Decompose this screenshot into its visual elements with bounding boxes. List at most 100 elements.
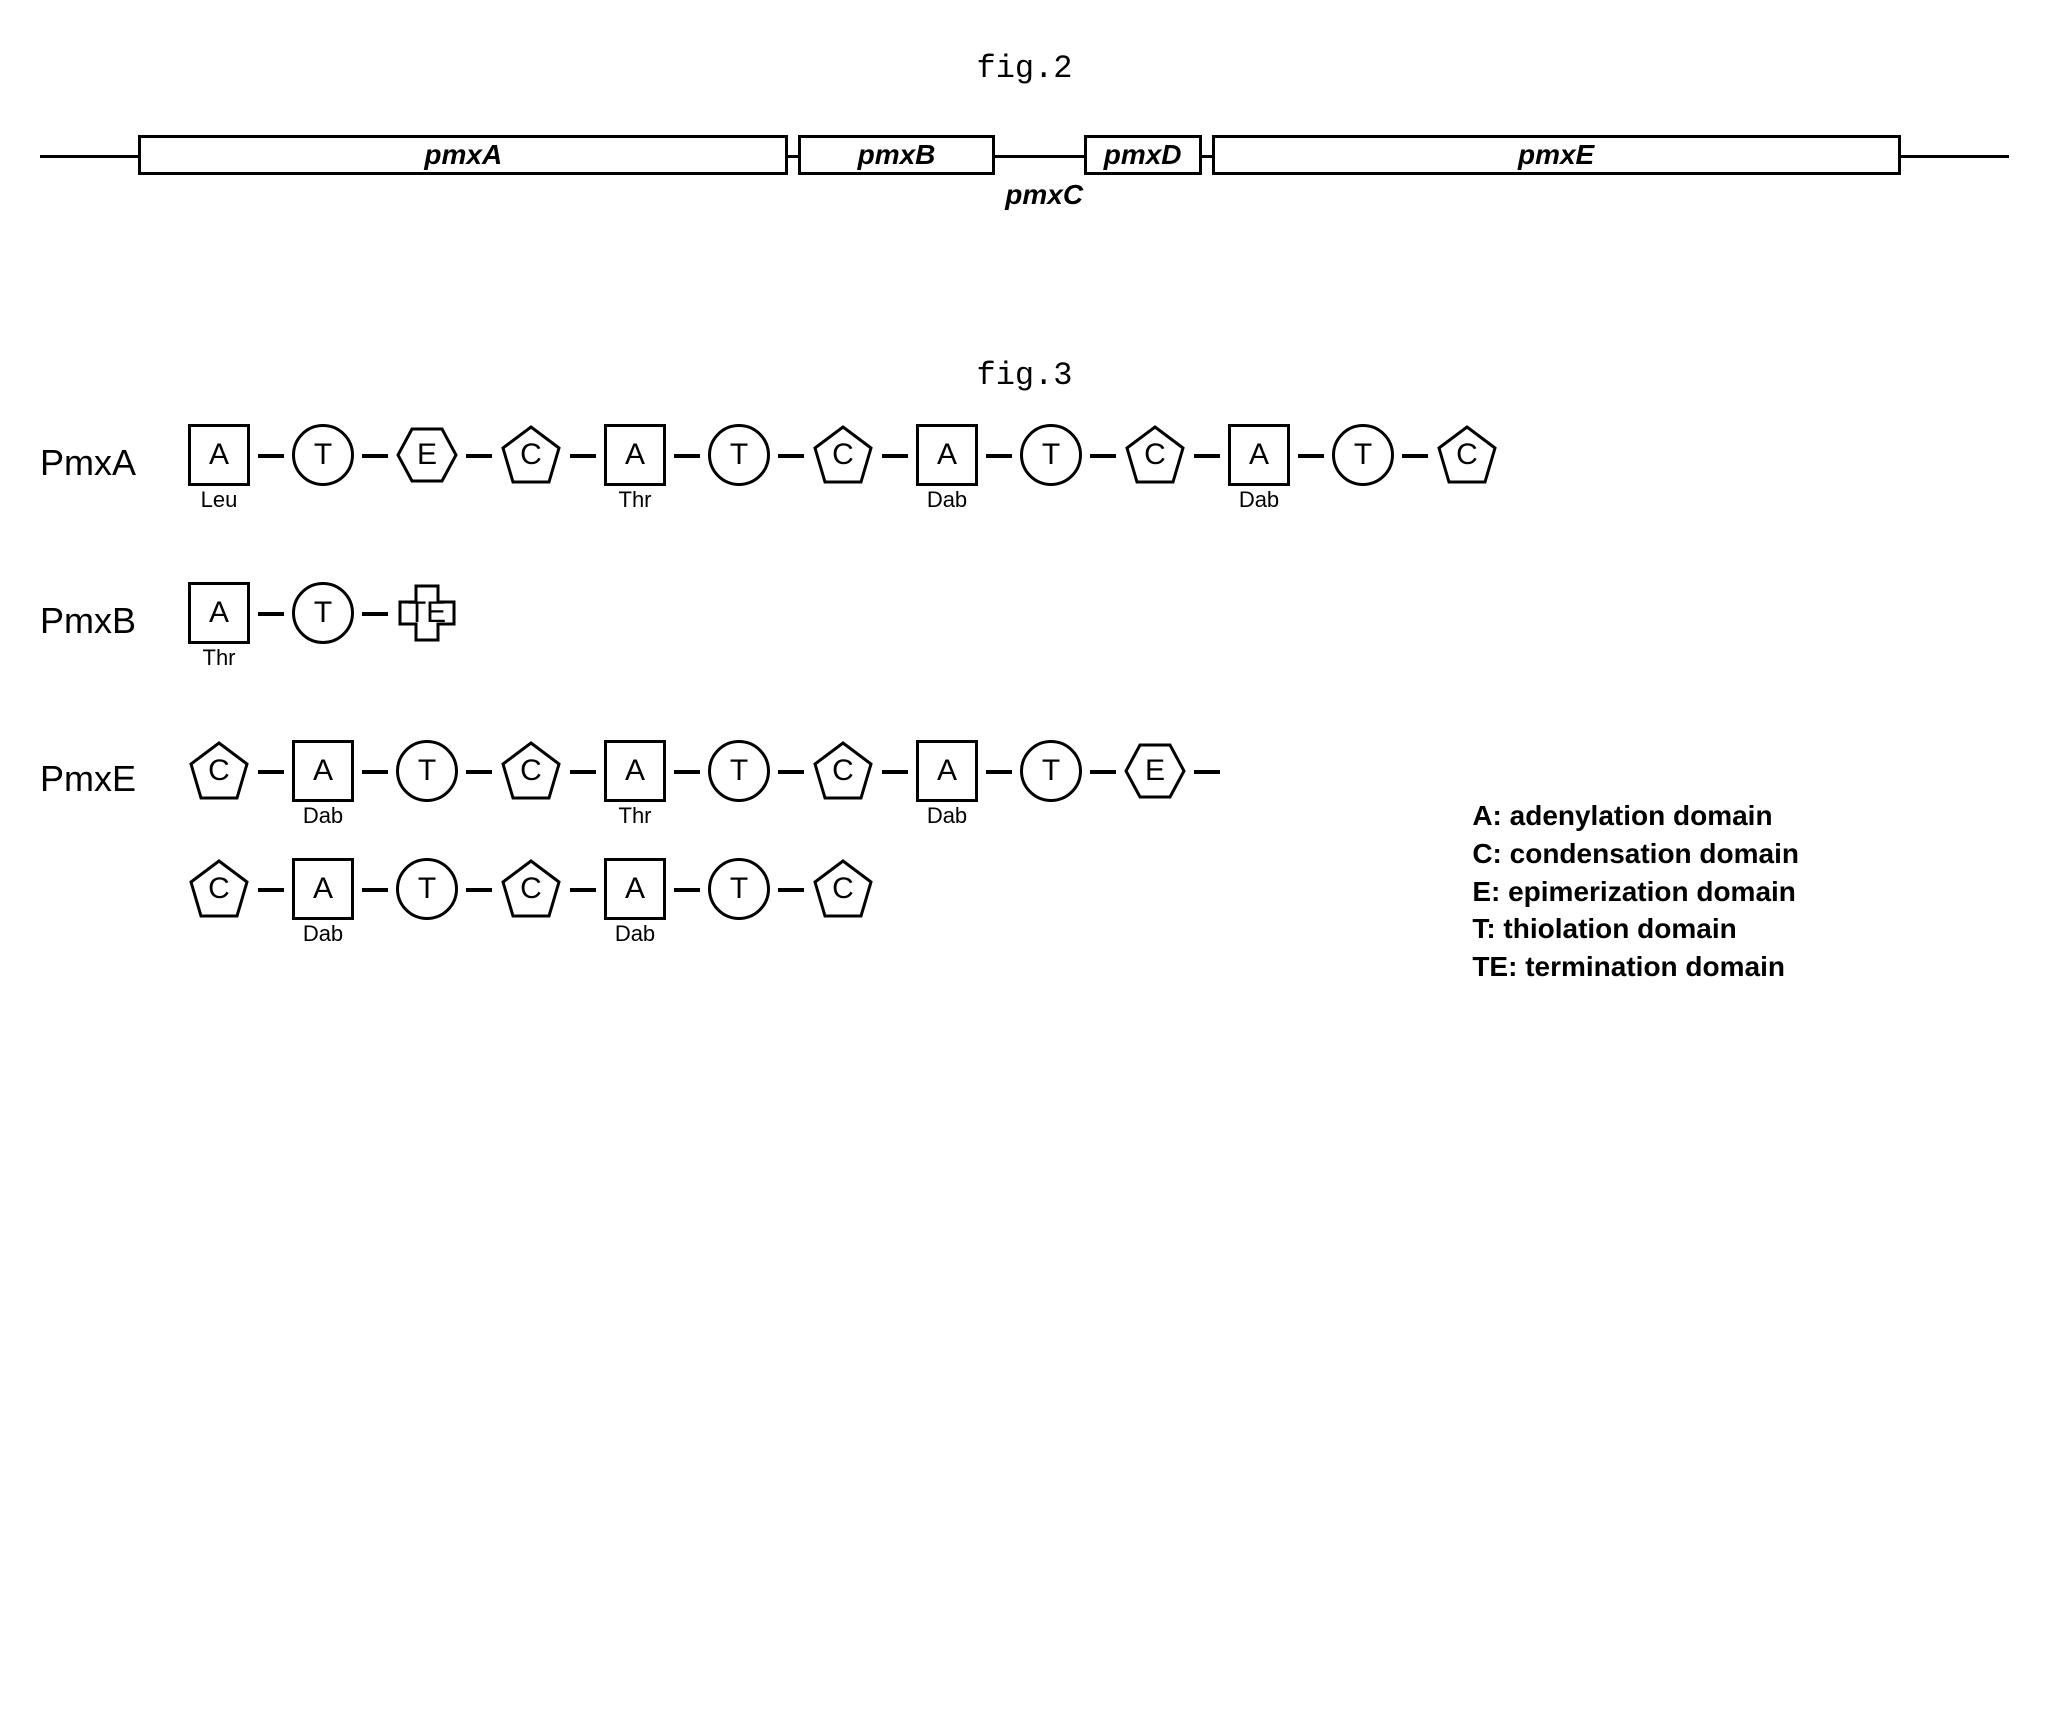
connector — [466, 770, 492, 774]
domain-E: E — [1116, 740, 1194, 828]
connector — [570, 770, 596, 774]
connector — [674, 770, 700, 774]
domain-letter: T — [314, 438, 332, 472]
domain-shape-pentagon: C — [188, 740, 250, 802]
domain-C: C — [180, 858, 258, 946]
domain-letter: T — [1042, 754, 1060, 788]
connector — [258, 888, 284, 892]
domain-sublabel — [840, 922, 846, 946]
domain-A: AThr — [596, 740, 674, 828]
chain-row-PmxA: PmxAALeuT E C AThrT C ADabT C ADabT C — [40, 424, 2009, 512]
domain-sublabel — [216, 922, 222, 946]
connector — [466, 454, 492, 458]
domain-A: ADab — [596, 858, 674, 946]
gene-box-pmxE: pmxE — [1212, 135, 1901, 175]
domain-sublabel: Dab — [927, 804, 967, 828]
domain-shape-square: A — [292, 858, 354, 920]
connector — [882, 770, 908, 774]
domain-sublabel — [424, 922, 430, 946]
domain-letter: A — [1249, 438, 1269, 472]
domain-sublabel — [424, 488, 430, 512]
fig2-title: fig.2 — [40, 50, 2009, 87]
domain-letter: C — [520, 754, 542, 788]
domain-sublabel — [424, 804, 430, 828]
domain-shape-pentagon: C — [500, 858, 562, 920]
connector — [466, 888, 492, 892]
row-label: PmxA — [40, 424, 180, 484]
connector — [778, 454, 804, 458]
domain-letter: C — [832, 754, 854, 788]
domain-sublabel: Thr — [203, 646, 236, 670]
chain-row-PmxB: PmxBAThrT TE — [40, 582, 2009, 670]
domain-T: T — [284, 582, 362, 670]
domain-C: C — [1116, 424, 1194, 512]
domain-sublabel — [736, 922, 742, 946]
domain-letter: C — [832, 438, 854, 472]
domain-letter: T — [418, 754, 436, 788]
domain-sublabel — [1464, 488, 1470, 512]
domain-letter: T — [730, 754, 748, 788]
domain-letter: A — [625, 754, 645, 788]
domain-C: C — [804, 858, 882, 946]
domain-shape-pentagon: C — [812, 424, 874, 486]
domain-A: ADab — [284, 740, 362, 828]
domain-sublabel — [1152, 804, 1158, 828]
connector — [674, 888, 700, 892]
domain-sublabel — [320, 488, 326, 512]
domain-sublabel — [528, 488, 534, 512]
gene-label: pmxB — [858, 139, 936, 171]
connector — [1090, 454, 1116, 458]
domain-shape-circle: T — [1020, 424, 1082, 486]
chain-line: ALeuT E C AThrT C ADabT C ADabT C — [180, 424, 1506, 512]
domain-shape-pentagon: C — [812, 858, 874, 920]
domain-letter: A — [625, 872, 645, 906]
connector — [362, 770, 388, 774]
domain-T: T — [284, 424, 362, 512]
connector — [362, 454, 388, 458]
connector — [258, 612, 284, 616]
chain-line: AThrT TE — [180, 582, 466, 670]
connector — [778, 770, 804, 774]
domain-C: C — [492, 740, 570, 828]
domain-letter: A — [625, 438, 645, 472]
domain-A: AThr — [596, 424, 674, 512]
domain-sublabel — [216, 804, 222, 828]
legend-item-C: C: condensation domain — [1472, 835, 1799, 873]
legend-item-A: A: adenylation domain — [1472, 797, 1799, 835]
domain-sublabel — [1048, 488, 1054, 512]
domain-shape-square: A — [604, 858, 666, 920]
row-label: PmxB — [40, 582, 180, 642]
domain-shape-square: A — [604, 740, 666, 802]
domain-A: ADab — [284, 858, 362, 946]
domain-shape-circle: T — [292, 424, 354, 486]
domain-sublabel — [1048, 804, 1054, 828]
chain-line: C ADabT C ADabT C — [180, 858, 1220, 946]
domain-sublabel: Dab — [1239, 488, 1279, 512]
connector — [1090, 770, 1116, 774]
domain-C: C — [804, 424, 882, 512]
connector — [882, 454, 908, 458]
domain-letter: A — [937, 754, 957, 788]
domain-T: T — [388, 858, 466, 946]
domain-shape-hexagon: E — [396, 424, 458, 486]
domain-sublabel — [528, 804, 534, 828]
domain-shape-square: A — [188, 424, 250, 486]
legend: A: adenylation domainC: condensation dom… — [1472, 797, 1799, 986]
domain-A: A Dab — [1220, 424, 1298, 512]
domain-letter: C — [208, 872, 230, 906]
domain-T: T — [700, 740, 778, 828]
domain-shape-pentagon: C — [1436, 424, 1498, 486]
connector — [570, 454, 596, 458]
domain-C: C — [492, 858, 570, 946]
domain-sublabel — [840, 488, 846, 512]
domain-letter: T — [314, 596, 332, 630]
domain-A: ADab — [908, 424, 986, 512]
domain-sublabel: Dab — [303, 922, 343, 946]
domain-sublabel — [320, 646, 326, 670]
gene-box-pmxA: pmxA — [138, 135, 788, 175]
domain-letter: A — [313, 754, 333, 788]
domain-letter: T — [1354, 438, 1372, 472]
domain-sublabel — [528, 922, 534, 946]
connector — [778, 888, 804, 892]
connector — [362, 612, 388, 616]
